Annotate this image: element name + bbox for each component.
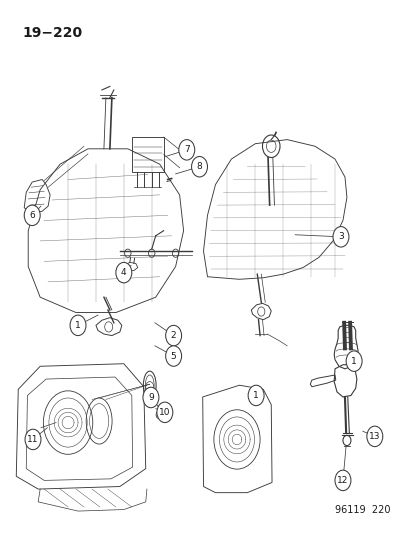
Text: 1: 1: [253, 391, 259, 400]
Text: 19−220: 19−220: [22, 26, 82, 40]
Circle shape: [166, 346, 182, 366]
Circle shape: [116, 262, 132, 283]
Circle shape: [192, 157, 208, 177]
Text: 13: 13: [369, 432, 381, 441]
Circle shape: [335, 470, 351, 490]
Circle shape: [157, 402, 173, 423]
Text: 11: 11: [27, 435, 39, 444]
Text: 1: 1: [351, 357, 357, 366]
Circle shape: [25, 429, 41, 450]
Circle shape: [248, 385, 264, 406]
Text: 9: 9: [148, 393, 154, 402]
Bar: [132, 137, 164, 172]
Circle shape: [24, 205, 40, 225]
Text: 6: 6: [29, 211, 35, 220]
Text: 10: 10: [159, 408, 171, 417]
Text: 12: 12: [337, 476, 349, 485]
Text: 5: 5: [171, 352, 176, 360]
Circle shape: [70, 315, 86, 336]
Circle shape: [367, 426, 383, 447]
Text: 7: 7: [184, 146, 190, 155]
Text: 8: 8: [197, 162, 203, 171]
Circle shape: [179, 140, 195, 160]
Circle shape: [346, 351, 362, 372]
Text: 3: 3: [338, 232, 344, 241]
Circle shape: [333, 227, 349, 247]
Circle shape: [143, 387, 159, 408]
Text: 4: 4: [121, 268, 127, 277]
Text: 2: 2: [171, 331, 176, 340]
Text: 96119  220: 96119 220: [335, 505, 391, 515]
Text: 1: 1: [75, 321, 81, 330]
Circle shape: [166, 325, 182, 346]
